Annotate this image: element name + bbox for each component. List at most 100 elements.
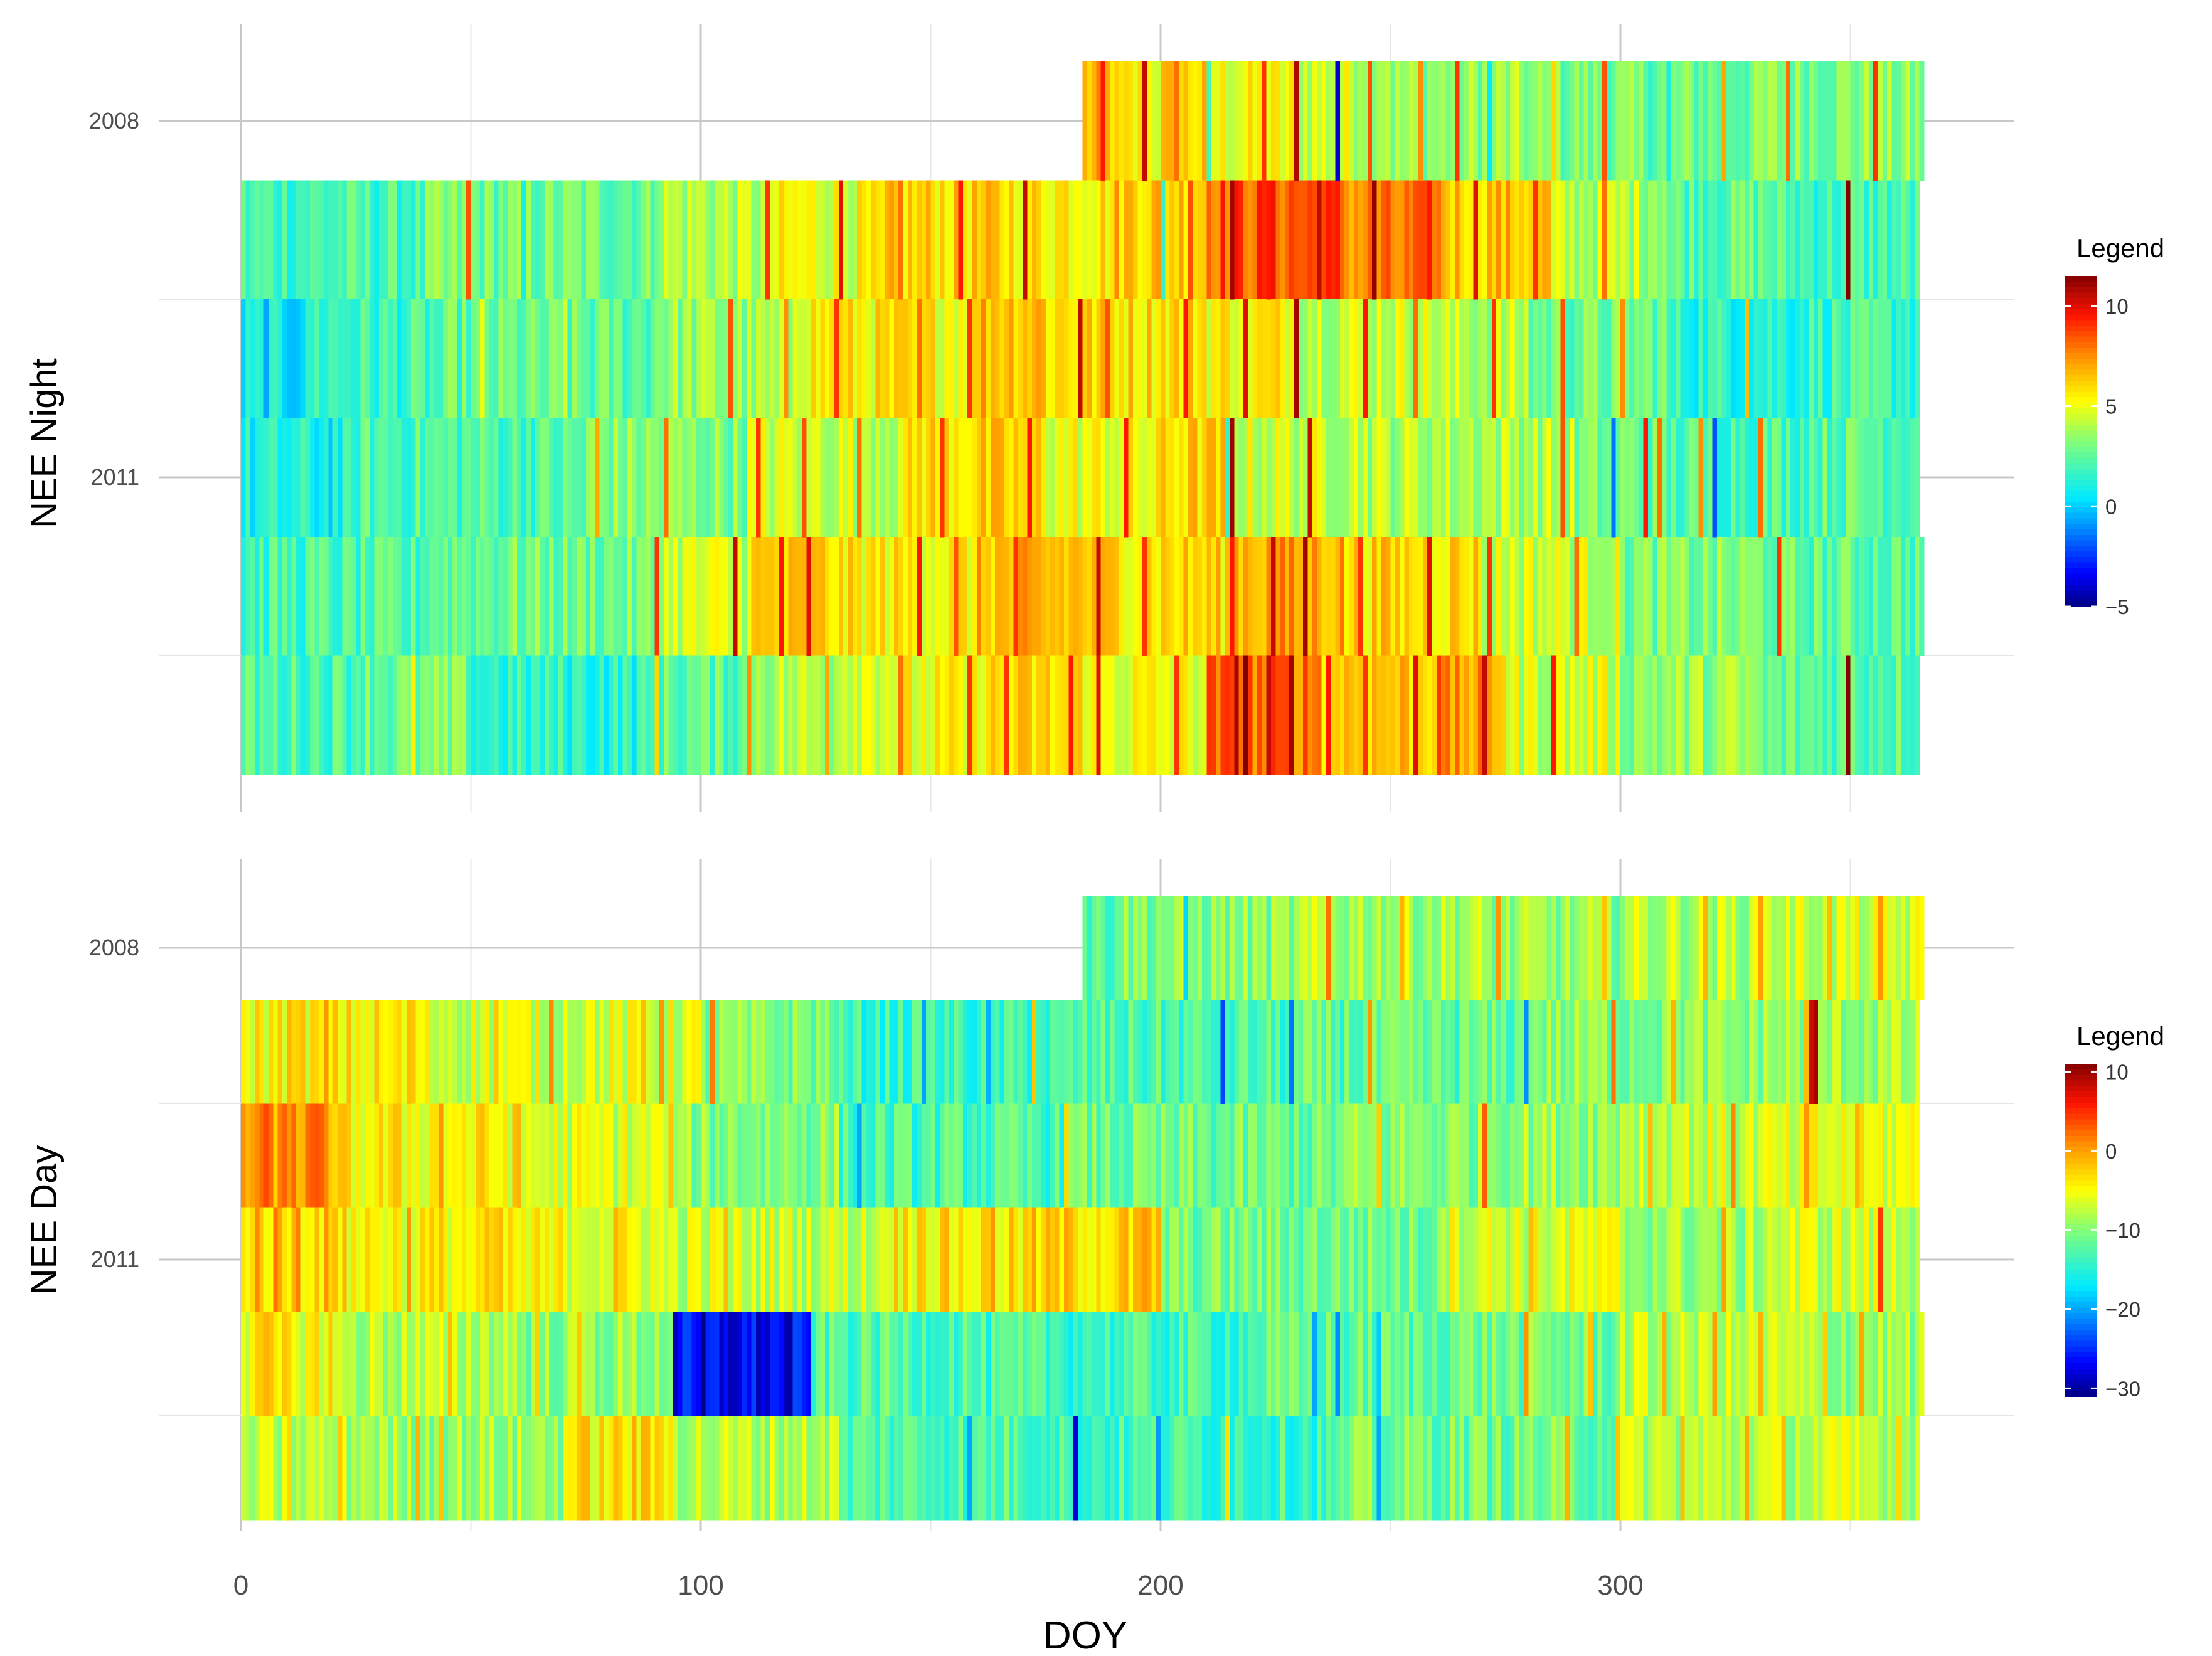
cell-day-2012-176 (1050, 1312, 1056, 1416)
cell-day-2010-256 (1418, 1103, 1423, 1208)
cell-day-2009-287 (1560, 999, 1566, 1105)
spike-night-2012-334 (1777, 537, 1782, 657)
cell-day-2011-287 (1560, 1208, 1566, 1312)
cell-day-2010-37 (411, 1103, 417, 1208)
cell-day-2013-203 (1174, 1416, 1179, 1521)
cell-night-2011-37 (411, 418, 417, 538)
cell-night-2011-143 (898, 418, 904, 538)
cell-day-2013-110 (747, 1416, 752, 1521)
spike-night-2012-147 (917, 537, 922, 657)
cell-day-2011-300 (1620, 1208, 1625, 1312)
cell-night-2010-258 (1427, 299, 1433, 419)
cell-night-2009-314 (1684, 180, 1690, 300)
cell-night-2012-342 (1813, 537, 1819, 657)
cell-night-2013-141 (889, 656, 895, 775)
cell-night-2011-319 (1708, 418, 1713, 538)
cell-night-2008-228 (1289, 61, 1295, 181)
cell-night-2012-48 (461, 537, 467, 657)
cell-night-2010-160 (976, 299, 982, 419)
cell-day-2012-35 (401, 1312, 407, 1416)
cell-night-2011-2 (250, 418, 255, 538)
cell-night-2012-297 (1607, 537, 1612, 657)
cell-day-2009-317 (1698, 999, 1704, 1105)
cell-day-2010-219 (1248, 1103, 1253, 1208)
cell-night-2009-116 (774, 180, 780, 300)
legend-swatch-day-31 (2065, 1235, 2097, 1242)
cell-night-2013-353 (1864, 656, 1869, 775)
cell-day-2009-220 (1252, 999, 1258, 1105)
cell-night-2013-232 (1307, 656, 1313, 775)
cell-day-2010-308 (1657, 1103, 1662, 1208)
cell-day-2013-164 (995, 1416, 1001, 1521)
cell-day-2010-116 (774, 1103, 780, 1208)
cell-night-2009-119 (788, 180, 794, 300)
cell-day-2009-319 (1708, 999, 1713, 1105)
cell-night-2011-136 (866, 418, 871, 538)
cell-night-2013-195 (1137, 656, 1143, 775)
cell-day-2012-345 (1827, 1312, 1832, 1416)
cell-day-2011-195 (1137, 1208, 1143, 1312)
cell-night-2013-240 (1344, 656, 1350, 775)
cell-day-2008-361 (1901, 896, 1906, 1001)
legend-swatch-day-49 (2065, 1335, 2097, 1342)
cell-day-2013-231 (1303, 1416, 1309, 1521)
cell-day-2013-70 (563, 1416, 568, 1521)
cell-night-2008-252 (1400, 61, 1405, 181)
cell-night-2010-355 (1873, 299, 1879, 419)
cell-day-2010-7 (273, 1103, 279, 1208)
cell-night-2011-314 (1684, 418, 1690, 538)
cell-night-2009-155 (954, 180, 959, 300)
cell-night-2009-75 (585, 180, 591, 300)
cell-night-2009-96 (682, 180, 688, 300)
spike-night-2010-272 (1491, 299, 1497, 419)
cell-night-2009-250 (1390, 180, 1396, 300)
cell-day-2010-160 (976, 1103, 982, 1208)
cell-night-2011-159 (972, 418, 977, 538)
legend-swatch-night-35 (2065, 469, 2097, 475)
cell-day-2013-235 (1321, 1416, 1327, 1521)
cell-night-2010-189 (1110, 299, 1115, 419)
cell-night-2009-103 (714, 180, 720, 300)
cell-night-2013-9 (282, 656, 287, 775)
cell-day-2013-129 (834, 1416, 839, 1521)
cell-day-2010-15 (309, 1103, 315, 1208)
cell-night-2013-111 (751, 656, 757, 775)
cell-day-2009-210 (1206, 999, 1212, 1105)
cell-night-2012-157 (962, 537, 968, 657)
cell-night-2009-204 (1179, 180, 1184, 300)
cell-day-2011-331 (1763, 1208, 1768, 1312)
cell-night-2010-5 (263, 299, 269, 419)
cell-day-2009-208 (1197, 999, 1203, 1105)
legend-swatch-day-57 (2065, 1379, 2097, 1386)
spike-day-2012-107 (733, 1312, 738, 1416)
cell-day-2011-150 (930, 1208, 936, 1312)
cell-day-2011-111 (751, 1208, 757, 1312)
cell-day-2008-232 (1307, 896, 1313, 1001)
legend-swatch-night-42 (2065, 507, 2097, 514)
spike-night-2012-186 (1096, 537, 1101, 657)
cell-day-2010-319 (1708, 1103, 1713, 1208)
cell-day-2012-54 (489, 1312, 494, 1416)
cell-night-2009-309 (1661, 180, 1667, 300)
cell-night-2013-173 (1036, 656, 1042, 775)
cell-day-2010-78 (599, 1103, 605, 1208)
cell-night-2010-288 (1565, 299, 1570, 419)
cell-night-2008-201 (1165, 61, 1171, 181)
cell-night-2010-268 (1473, 299, 1479, 419)
cell-day-2013-65 (540, 1416, 545, 1521)
cell-night-2012-166 (1004, 537, 1009, 657)
cell-night-2009-279 (1524, 180, 1529, 300)
cell-night-2009-50 (471, 180, 476, 300)
cell-night-2011-157 (962, 418, 968, 538)
cell-night-2010-174 (1041, 299, 1046, 419)
cell-day-2013-232 (1307, 1416, 1313, 1521)
cell-day-2013-191 (1119, 1416, 1124, 1521)
cell-night-2010-12 (295, 299, 301, 419)
cell-night-2012-320 (1712, 537, 1718, 657)
cell-night-2013-119 (788, 656, 794, 775)
cell-night-2012-180 (1068, 537, 1074, 657)
legend-swatch-night-38 (2065, 485, 2097, 492)
cell-night-2011-262 (1445, 418, 1451, 538)
spike-day-2013-21 (337, 1416, 343, 1521)
cell-day-2011-34 (397, 1208, 403, 1312)
